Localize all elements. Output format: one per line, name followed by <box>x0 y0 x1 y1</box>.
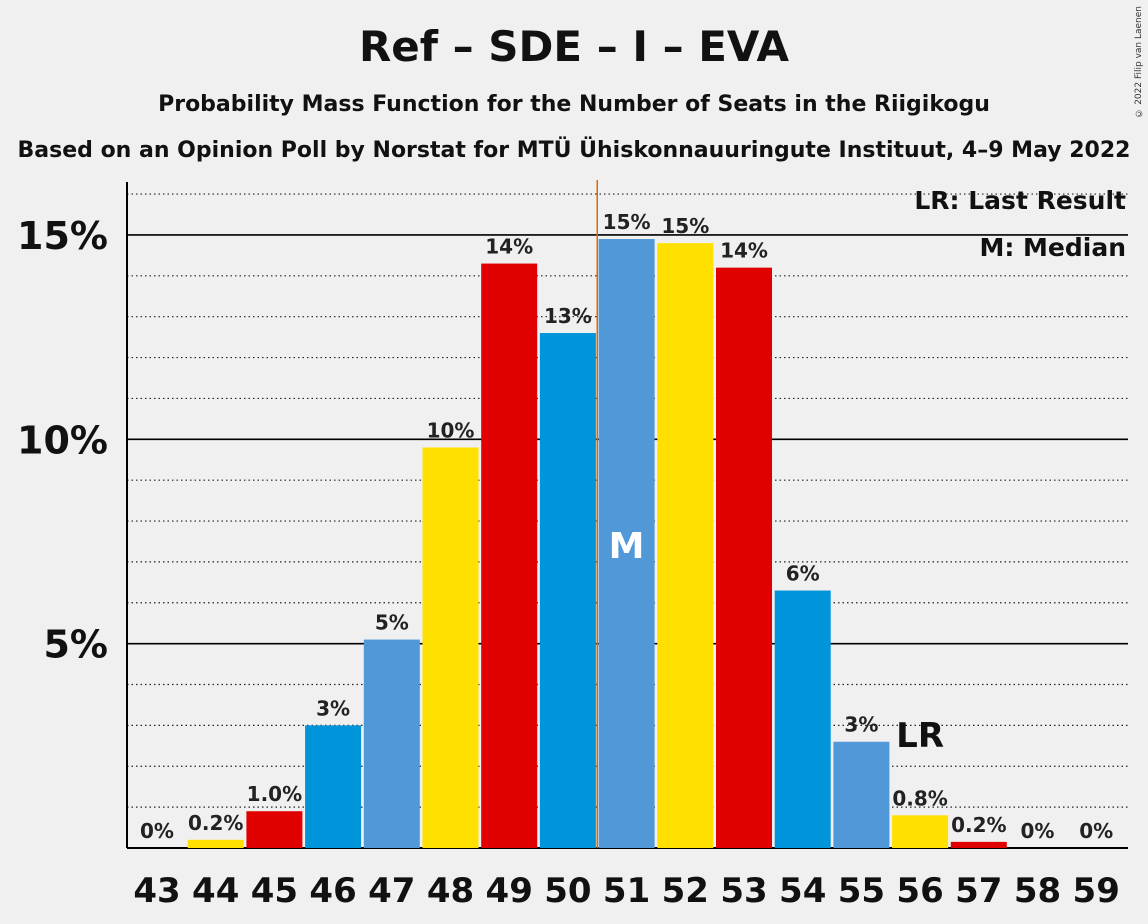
bar-value-label: 3% <box>844 713 878 737</box>
y-tick-label: 15% <box>17 214 108 258</box>
bar-value-label: 6% <box>786 562 820 586</box>
bar-seat-55 <box>833 741 890 848</box>
bar-value-label: 5% <box>375 611 409 635</box>
x-tick-label: 56 <box>896 871 943 911</box>
x-tick-label: 50 <box>544 871 591 911</box>
bar-seat-44 <box>187 839 244 848</box>
bar-value-label: 10% <box>427 418 475 442</box>
bar-value-label: 0% <box>1079 819 1113 843</box>
bar-seat-56 <box>892 815 949 848</box>
bar-value-label: 15% <box>661 214 709 238</box>
x-tick-label: 44 <box>192 871 239 911</box>
bar-seat-47 <box>363 639 420 848</box>
bar-value-label: 1.0% <box>247 782 302 806</box>
y-tick-label: 10% <box>17 418 108 462</box>
chart-source: Based on an Opinion Poll by Norstat for … <box>17 138 1131 163</box>
chart-title: Ref – SDE – I – EVA <box>358 22 790 71</box>
bar-seat-50 <box>539 333 596 849</box>
x-tick-label: 49 <box>486 871 533 911</box>
bar-value-label: 0.8% <box>892 786 947 810</box>
bar-value-label: 0.2% <box>188 811 243 835</box>
x-tick-label: 48 <box>427 871 474 911</box>
legend-last-result: LR: Last Result <box>914 186 1126 215</box>
bar-seat-46 <box>305 725 362 848</box>
bar-value-label: 3% <box>316 696 350 720</box>
bar-seat-54 <box>774 590 831 848</box>
x-tick-label: 43 <box>133 871 180 911</box>
bar-seat-53 <box>716 267 772 848</box>
bar-seat-49 <box>481 263 538 849</box>
bar-seat-48 <box>422 447 479 848</box>
x-tick-label: 47 <box>368 871 415 911</box>
x-tick-label: 54 <box>779 871 826 911</box>
bar-value-label: 14% <box>720 239 768 263</box>
x-tick-label: 46 <box>309 871 356 911</box>
bar-value-label: 14% <box>485 235 533 259</box>
bar-seat-52 <box>657 243 714 848</box>
x-tick-label: 55 <box>838 871 885 911</box>
x-tick-label: 57 <box>955 871 1002 911</box>
bar-seat-51 <box>598 239 655 849</box>
x-tick-label: 45 <box>251 871 298 911</box>
bar-seat-57 <box>950 841 1007 848</box>
bar-value-label: 0% <box>140 819 174 843</box>
bar-value-label: 0% <box>1021 819 1055 843</box>
y-tick-label: 5% <box>43 623 108 667</box>
x-tick-label: 51 <box>603 871 650 911</box>
bar-value-label: 13% <box>544 304 592 328</box>
bar-value-label: 0.2% <box>951 813 1006 837</box>
x-tick-label: 53 <box>720 871 767 911</box>
bar-value-label: 15% <box>603 210 651 234</box>
x-tick-label: 58 <box>1014 871 1061 911</box>
legend-median: M: Median <box>979 233 1126 262</box>
median-marker: M <box>609 526 645 567</box>
bar-seat-45 <box>246 811 303 848</box>
x-tick-label: 52 <box>662 871 709 911</box>
chart-subtitle: Probability Mass Function for the Number… <box>158 92 990 117</box>
last-result-marker: LR <box>896 716 944 756</box>
x-tick-label: 59 <box>1073 871 1120 911</box>
